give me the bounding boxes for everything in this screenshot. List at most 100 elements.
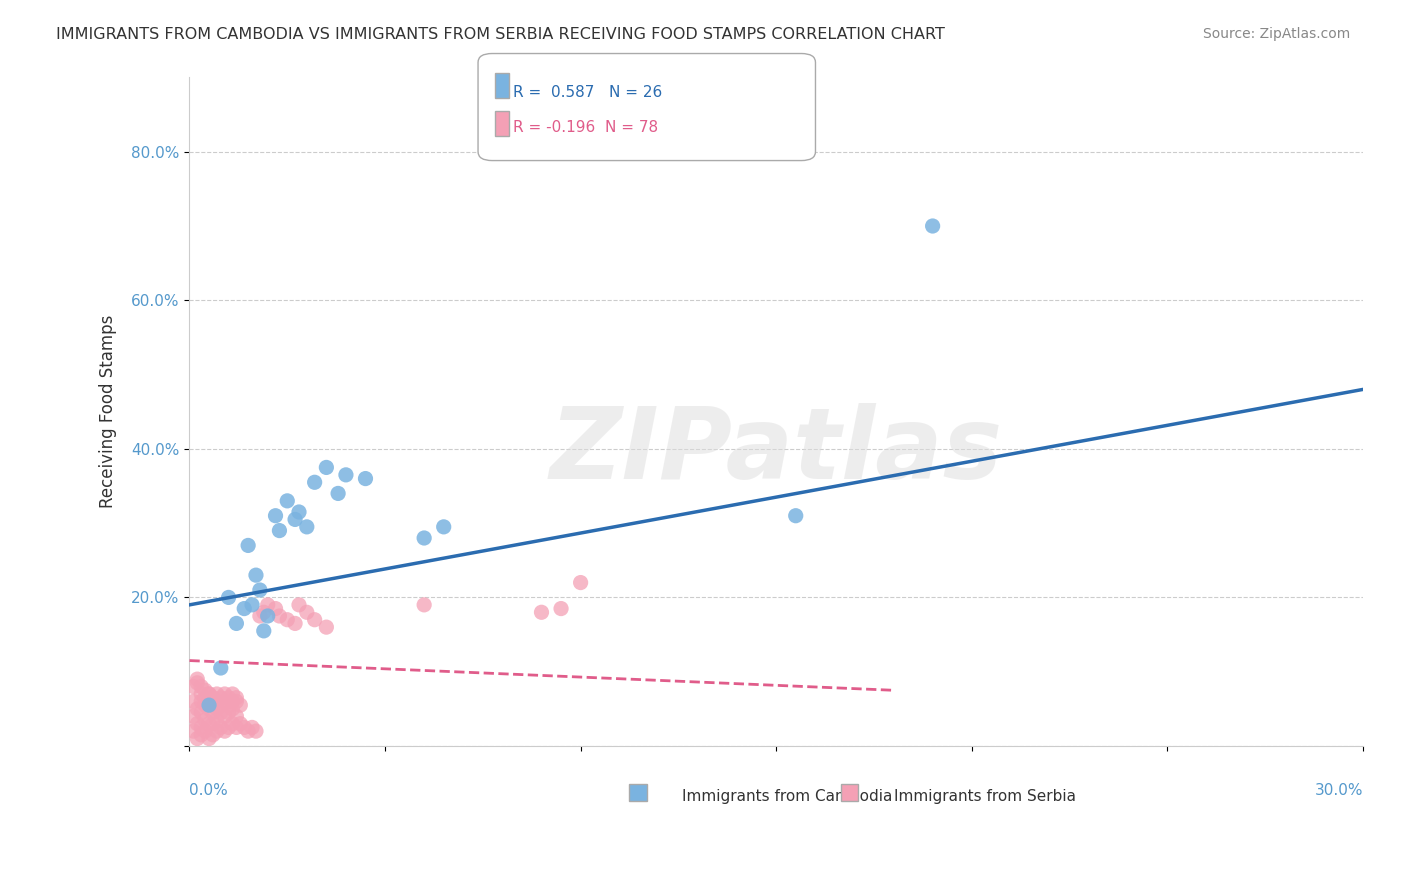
Point (214, 724, 236, 739)
Point (264, 601, 287, 615)
Point (269, 524, 291, 538)
Point (253, 624, 276, 638)
Point (194, 713, 217, 727)
Point (276, 613, 298, 627)
Point (288, 505, 311, 519)
Text: R = -0.196  N = 78: R = -0.196 N = 78 (513, 120, 658, 136)
Point (315, 620, 337, 634)
Point (183, 694, 205, 708)
Point (233, 720, 256, 734)
Text: Source: ZipAtlas.com: Source: ZipAtlas.com (1202, 27, 1350, 41)
Point (433, 520, 456, 534)
Text: ZIPatlas: ZIPatlas (550, 403, 1002, 500)
Text: R =  0.587   N = 26: R = 0.587 N = 26 (513, 85, 662, 100)
Point (198, 698, 221, 713)
Bar (630, 784, 647, 801)
Point (205, 687, 228, 701)
Text: 0.0%: 0.0% (190, 783, 228, 797)
Point (198, 687, 221, 701)
Point (304, 613, 326, 627)
Point (225, 616, 247, 631)
Point (194, 690, 217, 705)
Point (209, 690, 232, 705)
Point (190, 720, 212, 734)
Point (190, 687, 212, 701)
Point (550, 601, 572, 615)
Point (209, 661, 232, 675)
Point (245, 568, 267, 582)
Point (295, 605, 318, 619)
Point (218, 690, 240, 705)
Point (201, 706, 224, 720)
Point (256, 598, 278, 612)
Point (218, 706, 240, 720)
Point (198, 702, 221, 716)
Point (354, 472, 377, 486)
Point (186, 672, 208, 686)
Point (225, 720, 247, 734)
Point (201, 694, 224, 708)
Point (225, 694, 247, 708)
Point (214, 709, 236, 723)
Point (233, 601, 256, 615)
Point (194, 724, 217, 739)
Point (194, 698, 217, 713)
Point (225, 709, 247, 723)
Point (276, 494, 298, 508)
Point (530, 605, 553, 619)
Point (304, 475, 326, 490)
Point (288, 598, 311, 612)
Text: Immigrants from Serbia: Immigrants from Serbia (894, 789, 1076, 805)
Point (205, 702, 228, 716)
Point (198, 694, 221, 708)
Point (218, 720, 240, 734)
Point (569, 575, 592, 590)
Point (201, 698, 224, 713)
Point (229, 716, 252, 731)
Bar (841, 784, 858, 801)
Point (253, 605, 276, 619)
Text: Immigrants from Cambodia: Immigrants from Cambodia (682, 789, 893, 805)
Point (240, 720, 263, 734)
Point (190, 694, 212, 708)
Point (190, 680, 212, 694)
Point (205, 713, 228, 727)
Point (249, 582, 271, 597)
Point (198, 716, 221, 731)
Point (269, 609, 291, 624)
Point (183, 680, 205, 694)
Point (785, 508, 807, 523)
Point (214, 687, 236, 701)
Point (256, 609, 278, 624)
Point (190, 706, 212, 720)
Point (183, 709, 205, 723)
Point (335, 467, 357, 482)
Point (201, 728, 224, 742)
Point (240, 598, 263, 612)
Point (198, 687, 221, 701)
Point (284, 616, 307, 631)
Point (264, 508, 287, 523)
Point (209, 706, 232, 720)
Point (229, 698, 252, 713)
Point (209, 698, 232, 713)
Point (186, 731, 208, 746)
Point (221, 702, 243, 716)
Point (236, 538, 259, 552)
Y-axis label: Receiving Food Stamps: Receiving Food Stamps (100, 315, 117, 508)
Text: IMMIGRANTS FROM CAMBODIA VS IMMIGRANTS FROM SERBIA RECEIVING FOOD STAMPS CORRELA: IMMIGRANTS FROM CAMBODIA VS IMMIGRANTS F… (56, 27, 945, 42)
Point (315, 460, 337, 475)
Point (209, 720, 232, 734)
Point (201, 690, 224, 705)
Point (183, 724, 205, 739)
Point (225, 690, 247, 705)
Point (284, 512, 307, 526)
Point (214, 694, 236, 708)
Point (205, 724, 228, 739)
Point (218, 698, 240, 713)
Point (194, 683, 217, 698)
Point (186, 716, 208, 731)
Point (201, 716, 224, 731)
Point (186, 702, 208, 716)
Point (221, 694, 243, 708)
